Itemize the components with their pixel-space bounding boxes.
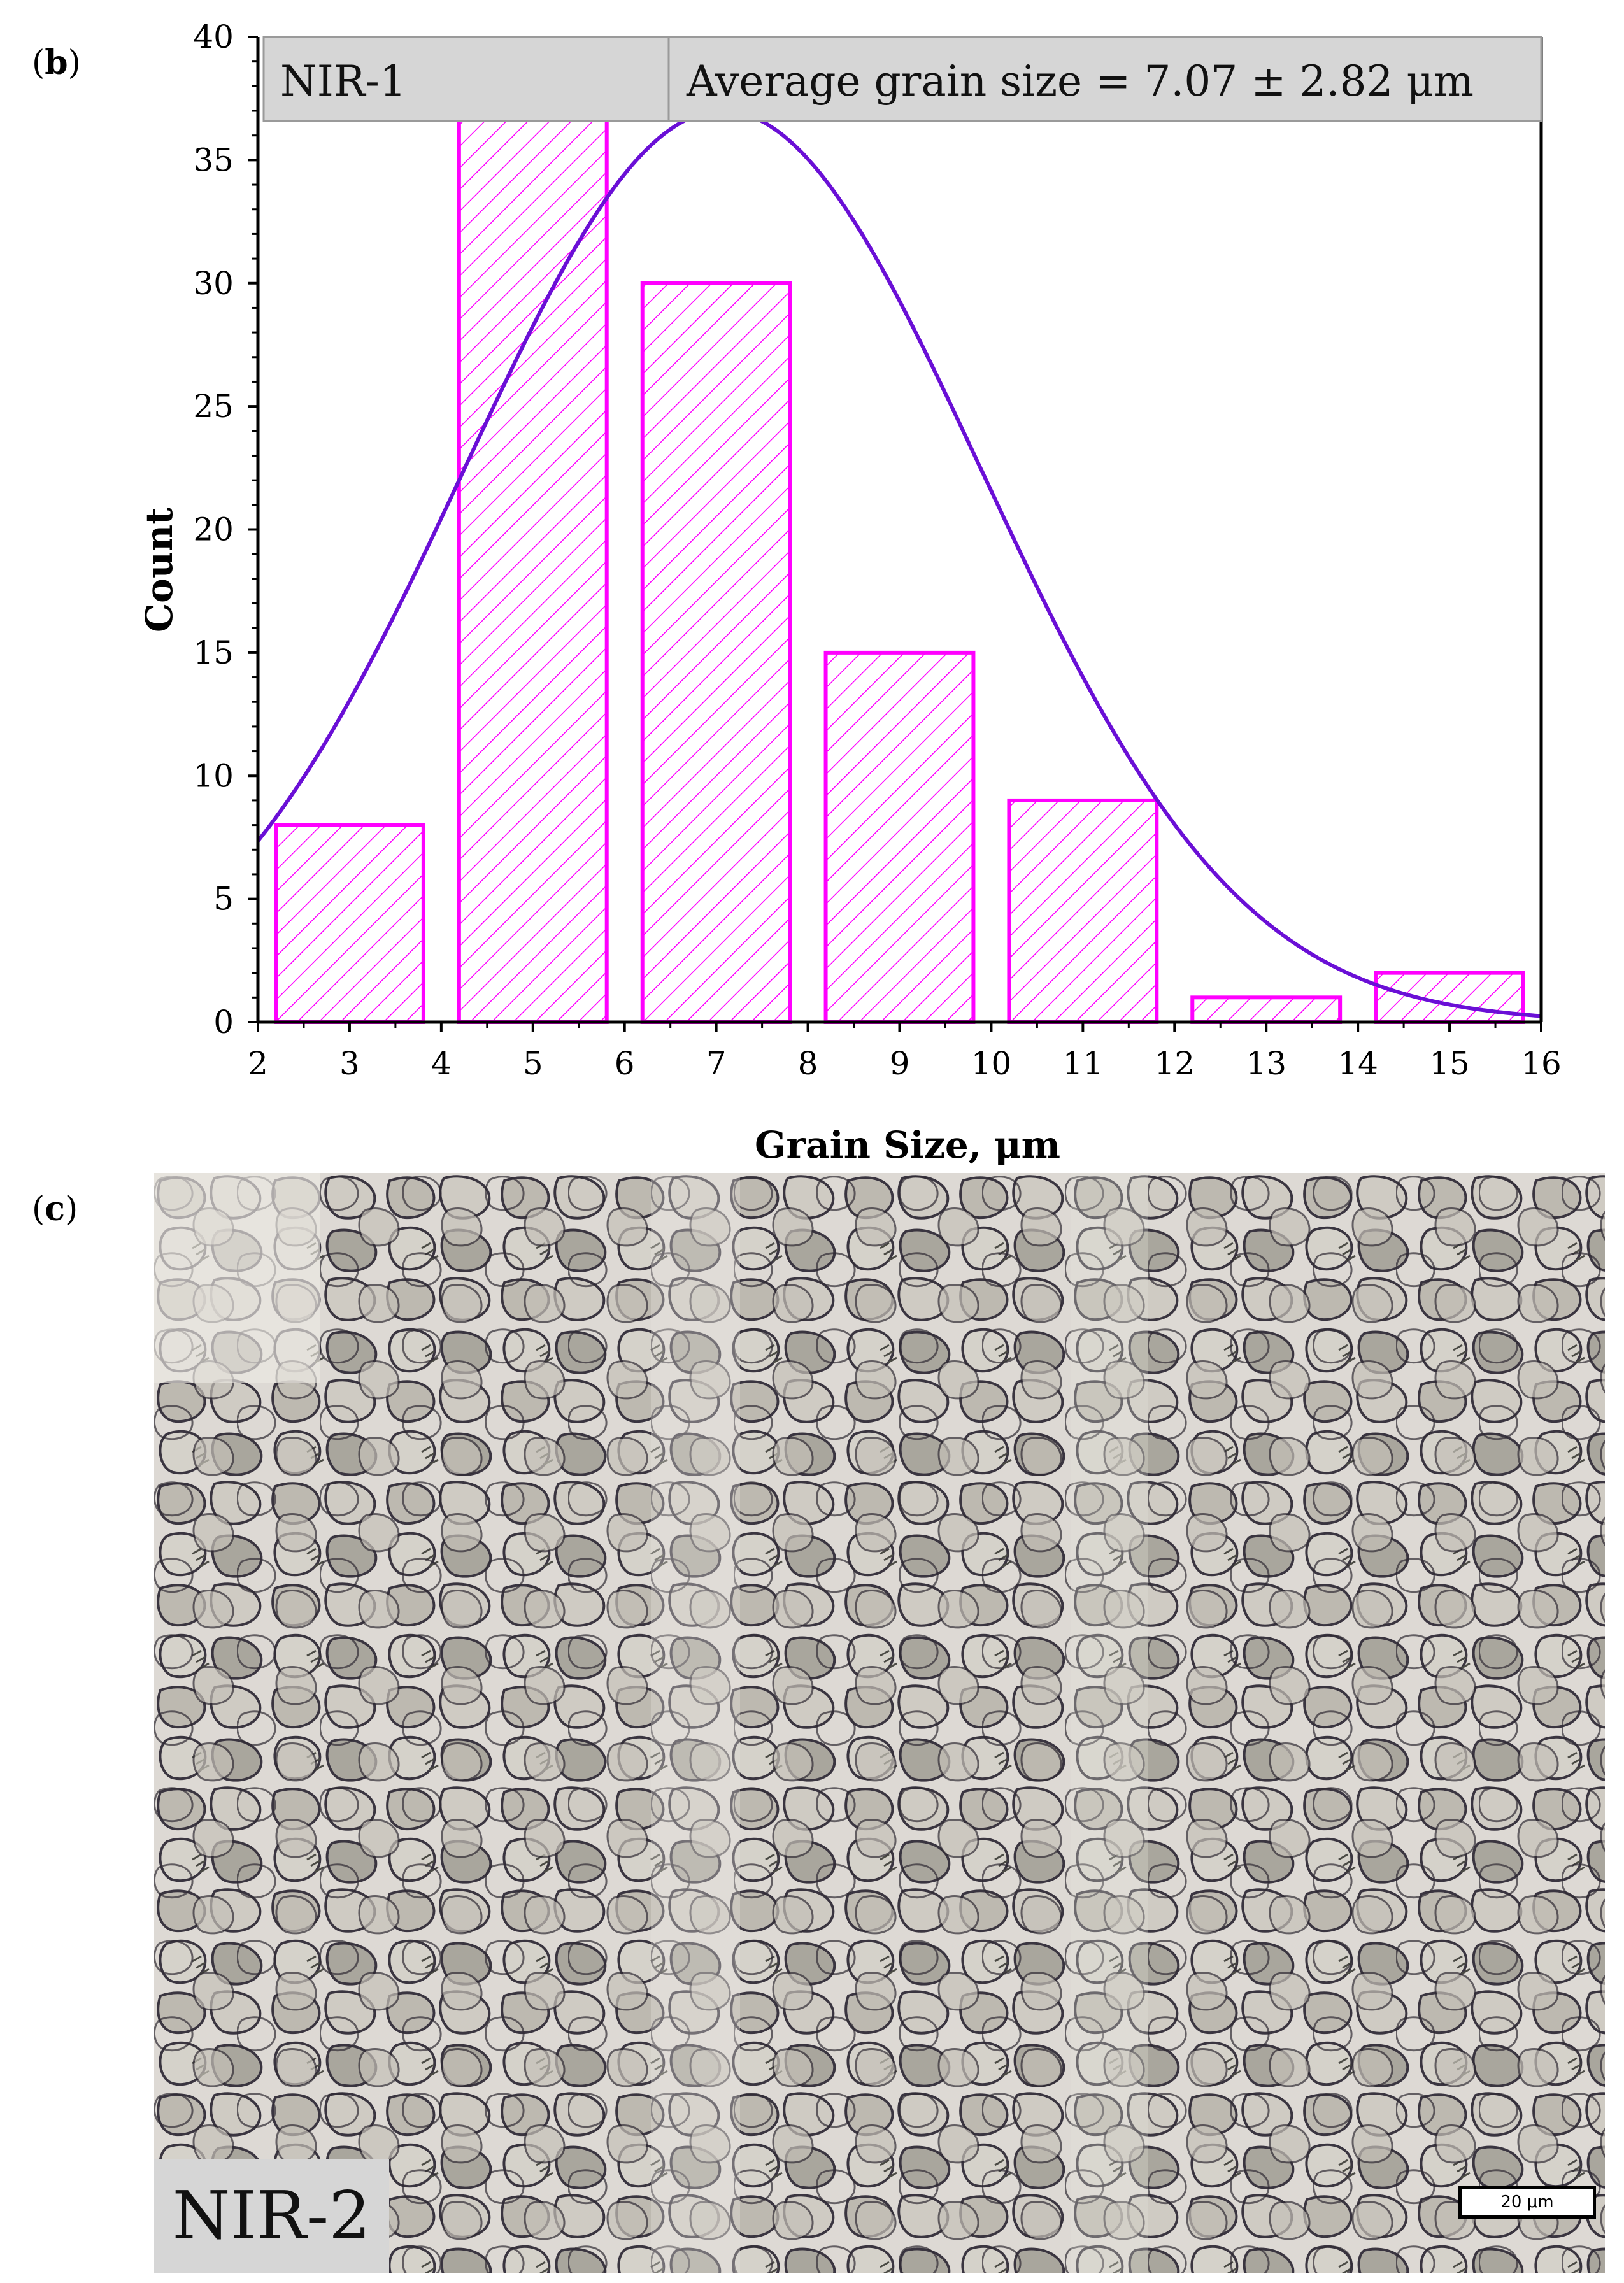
- histogram-bar: [274, 823, 425, 1024]
- x-tick-label: 8: [798, 1045, 818, 1082]
- x-tick-label: 15: [1429, 1045, 1470, 1082]
- x-tick-label: 12: [1154, 1045, 1195, 1082]
- panel-label-open: (: [32, 1190, 45, 1228]
- histogram-bar: [457, 109, 609, 1024]
- panel-label-c: (c): [32, 1190, 78, 1228]
- y-tick-label: 20: [193, 511, 234, 548]
- scale-bar: 20 μm: [1458, 2186, 1596, 2219]
- x-tick-label: 2: [248, 1045, 268, 1082]
- x-axis-title: Grain Size, μm: [755, 1123, 1060, 1167]
- x-tick-label: 14: [1337, 1045, 1378, 1082]
- panel-label-open: (: [32, 44, 45, 82]
- axes: 2 3 4 5 6 7 8 9 10 11 12 13 14 15 16 0 5 10 15 20 25 30 35 40: [193, 18, 1561, 1082]
- y-axis-title: Count: [138, 508, 181, 632]
- panel-label-letter: b: [45, 43, 68, 82]
- x-tick-label: 16: [1521, 1045, 1562, 1082]
- panel-label-b: (b): [32, 43, 81, 82]
- x-tick-label: 3: [339, 1045, 360, 1082]
- histogram-bars: [274, 109, 1525, 1025]
- info-average-grain-size: Average grain size = 7.07 ± 2.82 μm: [686, 57, 1474, 106]
- x-tick-label: 13: [1246, 1045, 1286, 1082]
- x-tick-label: 4: [431, 1045, 452, 1082]
- grain-size-histogram: 2 3 4 5 6 7 8 9 10 11 12 13 14 15 16 0 5 10 15 20 25 30 35 40 N…: [138, 18, 1562, 1167]
- info-box: NIR-1 Average grain size = 7.07 ± 2.82 μ…: [262, 36, 1542, 122]
- panel-label-letter: c: [45, 1190, 65, 1228]
- panel-label-close: ): [68, 44, 81, 82]
- histogram-bar: [1374, 971, 1525, 1025]
- scale-bar-label: 20 μm: [1500, 2193, 1554, 2212]
- histogram-bar: [823, 650, 976, 1024]
- x-tick-label: 5: [523, 1045, 543, 1082]
- x-tick-label: 6: [615, 1045, 635, 1082]
- histogram-bar: [640, 281, 792, 1024]
- info-sample-label: NIR-1: [280, 57, 406, 106]
- y-tick-label: 40: [193, 18, 234, 55]
- micrograph-image: [154, 1173, 1605, 2273]
- x-tick-label: 11: [1063, 1045, 1104, 1082]
- micrograph-label-box: NIR-2: [154, 2159, 389, 2273]
- gaussian-fit: [256, 108, 1542, 1018]
- y-tick-label: 15: [193, 634, 234, 671]
- y-tick-label: 30: [193, 265, 234, 302]
- panel-label-close: ): [64, 1190, 78, 1228]
- x-tick-label: 10: [971, 1045, 1012, 1082]
- x-tick-label: 7: [706, 1045, 727, 1082]
- micrograph-label: NIR-2: [172, 2177, 371, 2254]
- x-tick-label: 9: [890, 1045, 910, 1082]
- y-tick-label: 25: [193, 388, 234, 425]
- histogram-bar: [1007, 798, 1159, 1025]
- y-tick-label: 10: [193, 757, 234, 794]
- y-tick-label: 35: [193, 141, 234, 178]
- y-tick-label: 5: [213, 881, 234, 918]
- gaussian-fit-curve: [256, 108, 1542, 1018]
- histogram-bar: [1190, 995, 1343, 1024]
- y-tick-label: 0: [213, 1004, 234, 1041]
